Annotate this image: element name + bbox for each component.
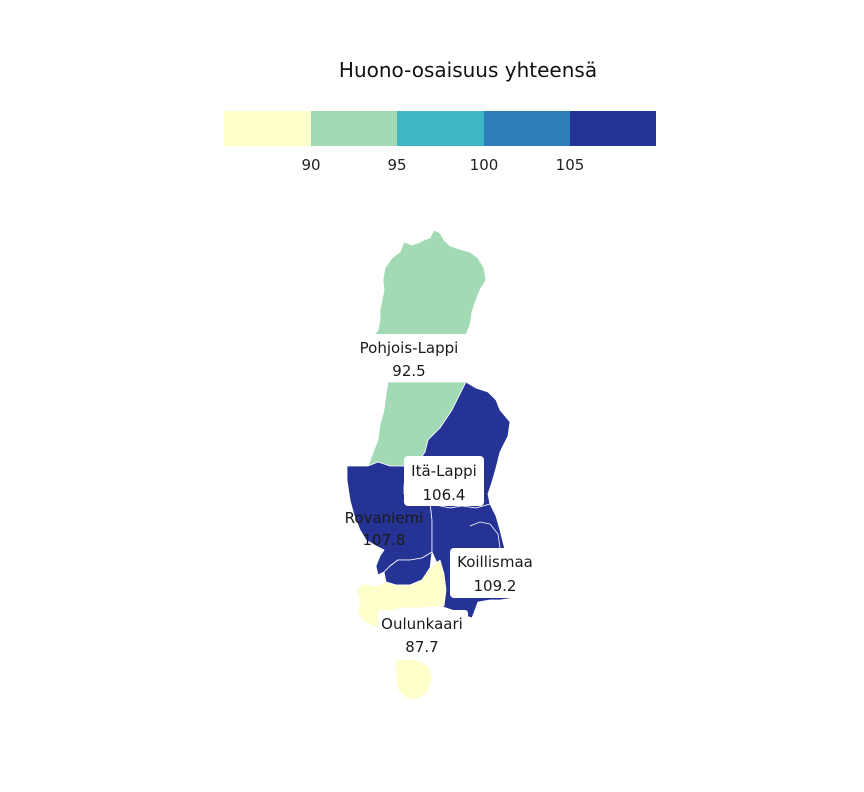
legend-tick-label: 105 [556, 156, 585, 174]
label-box-oulunkaari [378, 610, 468, 660]
region-oulunkaari[interactable] [395, 657, 433, 701]
region-value-oulunkaari: 87.7 [405, 638, 438, 656]
region-labels: Pohjois-Lappi 92.5 Itä-Lappi 106.4 Rovan… [345, 334, 542, 660]
region-value-ita-lappi: 106.4 [423, 486, 466, 504]
region-name-koillismaa: Koillismaa [457, 553, 533, 571]
color-legend: 90 95 100 105 [224, 111, 656, 174]
label-box-pohjois-lappi [352, 334, 470, 382]
legend-bin-3 [397, 111, 484, 146]
legend-bin-5 [570, 111, 656, 146]
region-value-pohjois-lappi: 92.5 [392, 362, 425, 380]
legend-bin-2 [311, 111, 397, 146]
region-name-ita-lappi: Itä-Lappi [411, 462, 477, 480]
region-value-koillismaa: 109.2 [474, 577, 517, 595]
region-oulunkaari[interactable] [355, 559, 447, 629]
label-box-koillismaa [450, 548, 542, 598]
legend-bin-1 [224, 111, 311, 146]
legend-bin-4 [484, 111, 570, 146]
region-value-rovaniemi: 107.8 [363, 531, 406, 549]
region-name-pohjois-lappi: Pohjois-Lappi [360, 339, 459, 357]
label-box-ita-lappi [404, 456, 484, 506]
region-boundary [469, 521, 501, 549]
legend-tick-label: 95 [387, 156, 406, 174]
region-name-oulunkaari: Oulunkaari [381, 615, 463, 633]
region-name-rovaniemi: Rovaniemi [345, 509, 424, 527]
legend-tick-label: 100 [470, 156, 499, 174]
legend-tick-label: 90 [301, 156, 320, 174]
map-title: Huono-osaisuus yhteensä [339, 58, 597, 82]
